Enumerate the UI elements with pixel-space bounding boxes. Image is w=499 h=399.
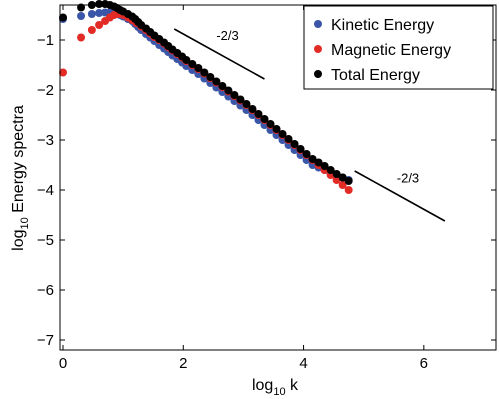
point-total [266, 120, 275, 128]
point-total [188, 60, 197, 68]
legend: Kinetic Energy Magnetic Energy Total Ene… [303, 5, 494, 90]
point-kinetic [77, 12, 86, 20]
point-total [272, 125, 281, 133]
point-total [254, 110, 263, 118]
y-tick-label: −2 [37, 82, 54, 99]
point-total [236, 95, 245, 104]
point-total [200, 68, 209, 77]
point-total [308, 155, 317, 163]
x-tick-label: 4 [299, 355, 307, 372]
point-total [332, 170, 341, 178]
point-magnetic [95, 21, 104, 29]
point-total [59, 13, 68, 22]
point-total [284, 135, 293, 143]
y-axis-label: log10 Energy spectra [10, 105, 31, 251]
x-tick-label: 0 [59, 355, 67, 372]
legend-marker-kinetic [314, 20, 322, 28]
point-total [338, 173, 347, 182]
point-total [326, 166, 335, 174]
point-total [344, 177, 353, 185]
point-total [182, 56, 191, 64]
y-axis-ticks: −1 −2 −3 −4 −5 −6 −7 [37, 32, 496, 349]
data-points-layer [59, 0, 353, 194]
point-magnetic [59, 68, 68, 77]
legend-label-kinetic: Kinetic Energy [331, 17, 434, 34]
x-axis-label: log10 k [252, 377, 299, 398]
point-magnetic [77, 33, 86, 42]
point-total [212, 77, 221, 86]
legend-label-total: Total Energy [331, 67, 420, 84]
point-total [260, 115, 269, 123]
point-total [296, 145, 305, 153]
point-total [290, 140, 299, 148]
y-tick-label: −3 [37, 132, 54, 149]
point-total [242, 100, 251, 108]
slope-label: -2/3 [397, 171, 419, 186]
point-total [95, 0, 104, 8]
y-tick-label: −7 [37, 332, 54, 349]
y-tick-label: −6 [37, 282, 54, 299]
legend-box [303, 5, 494, 90]
point-magnetic [332, 176, 341, 184]
plot-frame [59, 4, 497, 351]
legend-marker-magnetic [314, 45, 322, 53]
y-tick-label: −1 [37, 32, 54, 49]
y-tick-label: −5 [37, 232, 54, 249]
legend-label-magnetic: Magnetic Energy [331, 42, 451, 59]
slope-label: -2/3 [216, 28, 238, 43]
point-total [230, 91, 239, 99]
point-kinetic [87, 10, 96, 18]
point-total [248, 105, 257, 113]
slope-reference-line [354, 170, 446, 222]
point-total [314, 158, 323, 167]
y-tick-label: −4 [37, 182, 54, 199]
point-total [302, 150, 311, 158]
point-kinetic [95, 9, 104, 17]
point-magnetic [344, 186, 353, 194]
point-magnetic [338, 181, 347, 189]
point-total [194, 64, 203, 72]
point-total [278, 130, 287, 138]
point-total [206, 73, 215, 81]
x-tick-label: 2 [179, 355, 187, 372]
legend-marker-total [314, 70, 322, 78]
point-total [224, 86, 233, 95]
point-total [320, 162, 329, 170]
point-magnetic [87, 26, 96, 34]
point-total [218, 82, 227, 90]
annotations-layer: -2/3 -2/3 [173, 28, 446, 222]
x-tick-label: 6 [420, 355, 428, 372]
slope-reference-line [173, 28, 265, 80]
